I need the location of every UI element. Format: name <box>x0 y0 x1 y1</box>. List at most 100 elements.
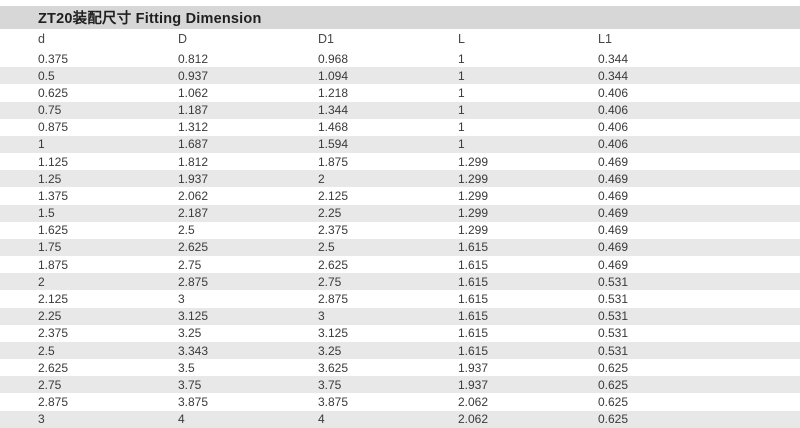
table-cell: 2.062 <box>458 413 489 426</box>
table-cell: 2.875 <box>318 292 349 305</box>
table-cell: 1.687 <box>178 138 209 151</box>
column-header-d: d <box>38 33 45 46</box>
table-row: 2.125 3 2.875 1.615 0.531 <box>0 290 800 308</box>
table-cell: 1 <box>458 138 465 151</box>
table-row: 0.875 1.312 1.468 1 0.406 <box>0 118 800 136</box>
table-cell: 1.25 <box>38 172 62 185</box>
table-cell: 0.531 <box>598 310 629 323</box>
table-cell: 0.406 <box>598 138 629 151</box>
table-cell: 2.5 <box>38 344 55 357</box>
table-cell: 0.531 <box>598 327 629 340</box>
table-row: 0.75 1.187 1.344 1 0.406 <box>0 101 800 119</box>
column-header-D: D <box>178 33 188 46</box>
table-cell: 0.531 <box>598 292 629 305</box>
table-cell: 0.469 <box>598 155 629 168</box>
table-cell: 1.615 <box>458 275 489 288</box>
table-cell: 0.469 <box>598 189 629 202</box>
table-cell: 0.812 <box>178 52 209 65</box>
table-row: 2.25 3.125 3 1.615 0.531 <box>0 307 800 325</box>
table-row: 2.5 3.343 3.25 1.615 0.531 <box>0 341 800 360</box>
table-cell: 3.625 <box>318 361 349 374</box>
table-cell: 3.5 <box>178 361 195 374</box>
table-cell: 3.125 <box>318 327 349 340</box>
table-cell: 0.937 <box>178 69 209 82</box>
table-cell: 1.218 <box>318 86 349 99</box>
table-row: 2 2.875 2.75 1.615 0.531 <box>0 273 800 291</box>
table-cell: 1.299 <box>458 224 489 237</box>
table-cell: 1.125 <box>38 155 69 168</box>
table-cell: 2.25 <box>38 310 62 323</box>
table-row: 1 1.687 1.594 1 0.406 <box>0 135 800 154</box>
table-header-row: d D D1 L L1 <box>0 29 800 50</box>
table-cell: 1.615 <box>458 310 489 323</box>
table-cell: 1.062 <box>178 86 209 99</box>
table-cell: 0.375 <box>38 52 69 65</box>
table-cell: 0.406 <box>598 121 629 134</box>
table-cell: 2 <box>318 172 325 185</box>
table-cell: 0.469 <box>598 224 629 237</box>
table-cell: 2.375 <box>318 224 349 237</box>
column-header-L1: L1 <box>598 33 612 46</box>
table-cell: 2.625 <box>38 361 69 374</box>
table-cell: 1.299 <box>458 172 489 185</box>
table-cell: 3 <box>178 292 185 305</box>
table-cell: 3.343 <box>178 344 209 357</box>
table-row: 2.875 3.875 3.875 2.062 0.625 <box>0 393 800 411</box>
table-cell: 1.875 <box>38 258 69 271</box>
table-cell: 0.875 <box>38 121 69 134</box>
table-cell: 0.531 <box>598 344 629 357</box>
table-cell: 1.937 <box>178 172 209 185</box>
table-cell: 1.468 <box>318 121 349 134</box>
table-cell: 1.187 <box>178 104 209 117</box>
table-cell: 2 <box>38 275 45 288</box>
table-cell: 1.375 <box>38 189 69 202</box>
table-cell: 2.187 <box>178 207 209 220</box>
table-cell: 3 <box>318 310 325 323</box>
table-row: 1.75 2.625 2.5 1.615 0.469 <box>0 238 800 257</box>
table-cell: 3.25 <box>318 344 342 357</box>
table-cell: 0.5 <box>38 69 55 82</box>
table-row: 3 4 4 2.062 0.625 <box>0 410 800 428</box>
column-header-D1: D1 <box>318 33 334 46</box>
table-row: 1.125 1.812 1.875 1.299 0.469 <box>0 153 800 171</box>
table-cell: 1.75 <box>38 241 62 254</box>
table-cell: 2.125 <box>318 189 349 202</box>
table-cell: 2.25 <box>318 207 342 220</box>
table-cell: 2.875 <box>38 396 69 409</box>
table-cell: 2.75 <box>178 258 202 271</box>
table-cell: 1.5 <box>38 207 55 220</box>
table-cell: 1 <box>38 138 45 151</box>
table-cell: 1.875 <box>318 155 349 168</box>
table-cell: 1.615 <box>458 292 489 305</box>
table-cell: 1.625 <box>38 224 69 237</box>
table-cell: 2.875 <box>178 275 209 288</box>
table-row: 1.375 2.062 2.125 1.299 0.469 <box>0 187 800 205</box>
table-cell: 0.75 <box>38 104 62 117</box>
table-cell: 0.344 <box>598 69 629 82</box>
table-row: 1.5 2.187 2.25 1.299 0.469 <box>0 204 800 222</box>
table-cell: 1.615 <box>458 344 489 357</box>
table-cell: 0.469 <box>598 172 629 185</box>
table-cell: 3.75 <box>318 378 342 391</box>
table-cell: 2.5 <box>178 224 195 237</box>
table-cell: 2.062 <box>458 396 489 409</box>
table-cell: 1.299 <box>458 189 489 202</box>
table-row: 0.5 0.937 1.094 1 0.344 <box>0 67 800 85</box>
table-cell: 1.594 <box>318 138 349 151</box>
table-cell: 2.5 <box>318 241 335 254</box>
table-cell: 4 <box>318 413 325 426</box>
table-cell: 1.299 <box>458 207 489 220</box>
table-cell: 0.469 <box>598 258 629 271</box>
table-cell: 0.406 <box>598 86 629 99</box>
table-row: 2.375 3.25 3.125 1.615 0.531 <box>0 324 800 342</box>
table-row: 0.375 0.812 0.968 1 0.344 <box>0 50 800 68</box>
table-cell: 1.299 <box>458 155 489 168</box>
table-row: 1.625 2.5 2.375 1.299 0.469 <box>0 221 800 239</box>
table-cell: 0.625 <box>598 396 629 409</box>
table-cell: 3.125 <box>178 310 209 323</box>
table-body: 0.375 0.812 0.968 1 0.344 0.5 0.937 1.094 1 0.344… <box>0 50 800 428</box>
table-cell: 1.812 <box>178 155 209 168</box>
table-cell: 1.344 <box>318 104 349 117</box>
table-cell: 0.625 <box>38 86 69 99</box>
